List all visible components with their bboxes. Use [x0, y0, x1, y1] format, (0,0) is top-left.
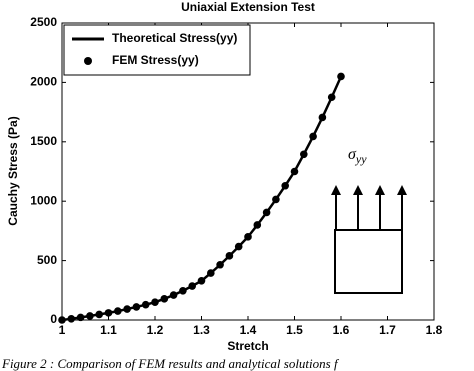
fem-marker	[160, 295, 169, 303]
x-tick-label: 1.8	[426, 323, 443, 337]
fem-marker	[318, 113, 327, 122]
fem-marker	[114, 307, 122, 315]
fem-marker	[290, 167, 299, 176]
stress-diagram	[331, 185, 407, 294]
fem-marker	[197, 276, 206, 285]
legend-label: FEM Stress(yy)	[112, 53, 199, 67]
fem-marker	[327, 93, 336, 102]
fem-marker	[337, 72, 345, 81]
x-tick-label: 1.1	[100, 323, 117, 337]
fem-marker	[104, 309, 113, 317]
legend-marker	[84, 57, 92, 65]
fem-marker	[141, 300, 150, 309]
x-tick-label: 1.7	[379, 323, 396, 337]
fem-marker	[169, 291, 178, 299]
fem-marker	[86, 312, 94, 320]
x-tick-label: 1.5	[286, 323, 303, 337]
annotation-subscript: yy	[355, 152, 367, 166]
y-tick-label: 2000	[30, 75, 57, 89]
y-tick-label: 500	[37, 253, 57, 267]
fem-marker	[244, 233, 252, 241]
annotation-symbol: σ	[348, 146, 357, 163]
legend-label: Theoretical Stress(yy)	[112, 31, 237, 45]
caption: Figure 2 : Comparison of FEM results and…	[1, 356, 340, 371]
y-tick-label: 1500	[30, 134, 57, 148]
y-tick-label: 0	[50, 312, 57, 326]
x-tick-label: 1.4	[240, 323, 257, 337]
fem-marker	[309, 132, 317, 141]
fem-marker	[225, 252, 234, 260]
fem-marker	[188, 282, 196, 290]
fem-marker	[76, 313, 85, 322]
x-tick-label: 1.3	[193, 323, 210, 337]
fem-marker	[95, 310, 103, 319]
annotation: σyy	[348, 146, 367, 166]
fem-marker	[300, 150, 308, 159]
x-axis-label: Stretch	[227, 339, 268, 353]
fem-marker	[253, 221, 262, 229]
fem-marker	[216, 260, 224, 269]
x-tick-label: 1.6	[333, 323, 350, 337]
chart-title: Uniaxial Extension Test	[181, 0, 315, 14]
fem-marker	[179, 286, 187, 295]
fem-marker	[67, 315, 76, 323]
x-tick-label: 1.2	[147, 323, 164, 337]
x-tick-label: 1	[59, 323, 66, 337]
fem-marker	[272, 195, 280, 204]
fem-marker	[58, 316, 66, 324]
fem-marker	[207, 269, 215, 277]
fem-marker	[132, 303, 141, 311]
fem-marker	[123, 305, 131, 313]
fem-marker	[151, 298, 159, 306]
fem-marker	[234, 242, 243, 251]
y-tick-label: 1000	[30, 193, 57, 207]
y-tick-label: 2500	[30, 15, 57, 29]
fem-marker	[281, 181, 290, 190]
legend-box	[63, 24, 251, 76]
fem-marker	[262, 208, 271, 217]
y-axis-label: Cauchy Stress (Pa)	[6, 116, 20, 225]
